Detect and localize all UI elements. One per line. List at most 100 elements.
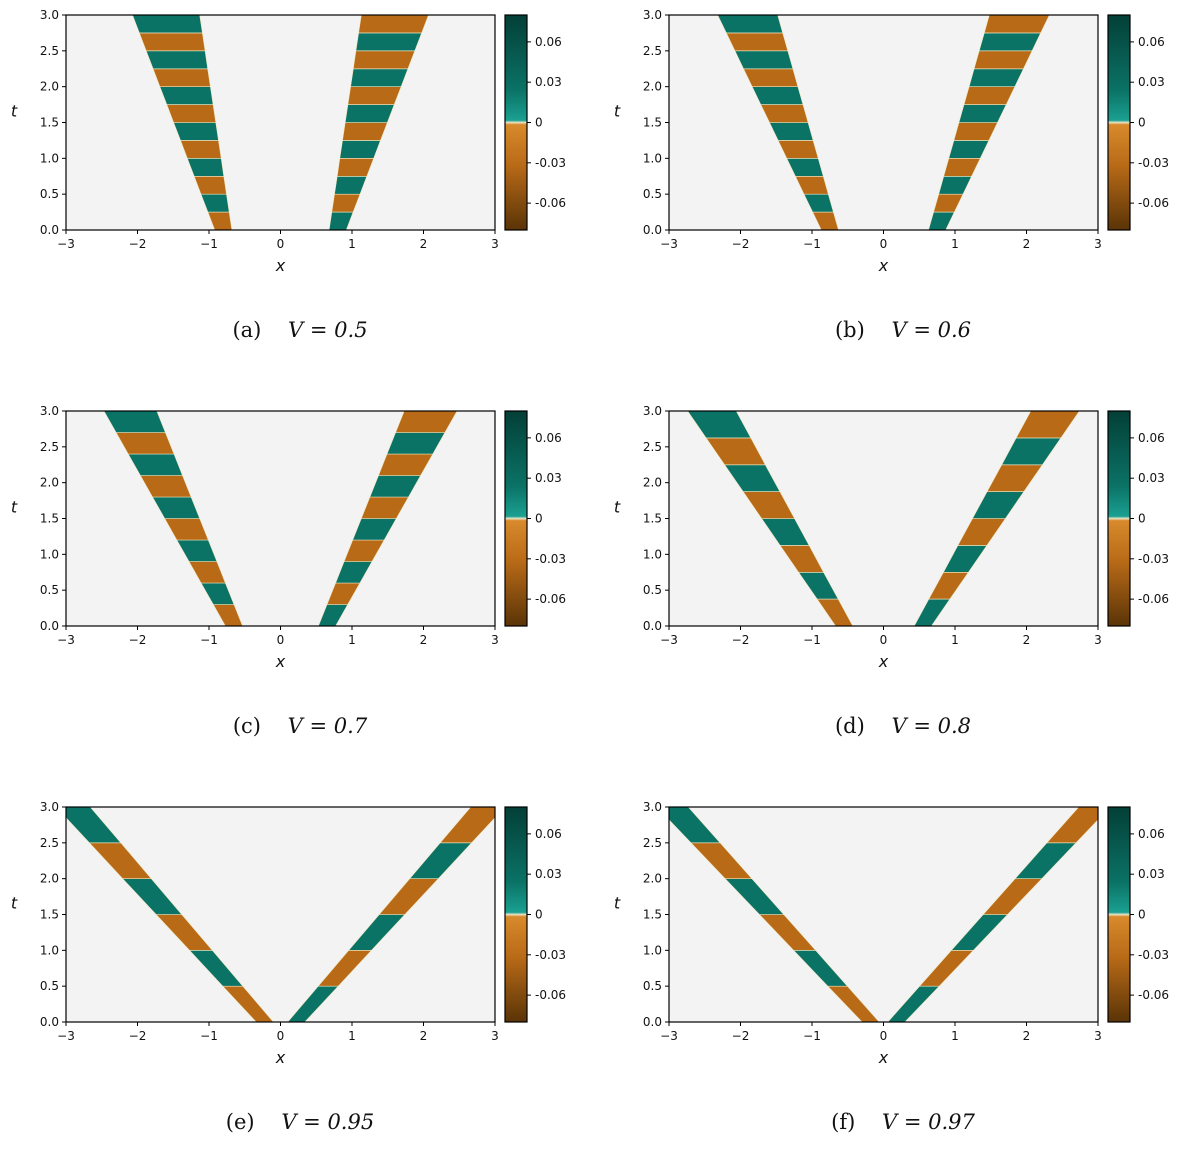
right-branch-stripe bbox=[1046, 807, 1098, 844]
x-axis-label: x bbox=[878, 1048, 889, 1067]
colorbar-tick-label: -0.06 bbox=[1138, 196, 1169, 210]
wave-field bbox=[132, 15, 429, 230]
y-tick-label: 1.5 bbox=[643, 116, 662, 130]
right-branch-stripe bbox=[344, 104, 395, 123]
x-tick-label: −3 bbox=[57, 633, 75, 647]
colorbar bbox=[1107, 806, 1131, 1023]
right-branch-stripe bbox=[395, 411, 458, 433]
y-tick-label: 2.0 bbox=[643, 80, 662, 94]
colorbar-tick-label: -0.06 bbox=[535, 988, 566, 1002]
heatmap-plot-d: −3 −2 −1 0 1 2 3 0.0 0.5 1.0 1.5 2.0 2.5 3.0 x t 0.06 0.0… bbox=[614, 404, 1169, 671]
caption-c: (c) V = 0.7 bbox=[0, 714, 600, 738]
colorbar-tick-label: -0.03 bbox=[1138, 156, 1169, 170]
left-branch-stripe bbox=[145, 50, 209, 70]
colorbar-tick-label: -0.06 bbox=[1138, 592, 1169, 606]
plot-background bbox=[66, 807, 495, 1022]
x-tick-label: 1 bbox=[348, 633, 356, 647]
y-tick-label: 1.0 bbox=[40, 547, 59, 561]
colorbar bbox=[504, 14, 528, 231]
heatmap-plot-e: −3 −2 −1 0 1 2 3 0.0 0.5 1.0 1.5 2.0 2.5 3.0 x t 0.06 0.0… bbox=[11, 800, 566, 1067]
left-branch-stripe bbox=[132, 15, 203, 34]
y-tick-label: 2.5 bbox=[643, 44, 662, 58]
left-branch-stripe bbox=[751, 86, 804, 105]
x-tick-label: 1 bbox=[348, 237, 356, 251]
x-tick-label: −3 bbox=[660, 1029, 678, 1043]
colorbar-tick-label: -0.03 bbox=[1138, 948, 1169, 962]
caption-label-b: (b) bbox=[834, 318, 865, 342]
heatmap-plot-c: −3 −2 −1 0 1 2 3 0.0 0.5 1.0 1.5 2.0 2.5 3.0 x t 0.06 0.0… bbox=[11, 404, 566, 671]
y-tick-label: 1.5 bbox=[40, 908, 59, 922]
x-tick-label: 3 bbox=[1094, 237, 1102, 251]
x-tick-label: −2 bbox=[129, 237, 147, 251]
x-axis-label: x bbox=[878, 652, 889, 671]
y-tick-label: 2.5 bbox=[40, 44, 59, 58]
colorbar-tick-label: 0.06 bbox=[1138, 431, 1165, 445]
y-tick-label: 1.0 bbox=[40, 151, 59, 165]
x-tick-label: −1 bbox=[803, 237, 821, 251]
left-branch-stripe bbox=[159, 86, 214, 105]
y-tick-label: 2.0 bbox=[40, 80, 59, 94]
left-branch-stripe bbox=[687, 411, 752, 439]
colorbar-tick-label: 0 bbox=[1138, 908, 1146, 922]
left-branch-stripe bbox=[152, 68, 211, 87]
right-branch-stripe bbox=[983, 15, 1050, 34]
x-tick-label: −2 bbox=[129, 1029, 147, 1043]
y-tick-label: 0.5 bbox=[643, 187, 662, 201]
colorbar-tick-label: 0.03 bbox=[1138, 867, 1165, 881]
x-tick-label: 0 bbox=[277, 1029, 285, 1043]
x-tick-label: 0 bbox=[277, 633, 285, 647]
colorbar bbox=[1107, 410, 1131, 627]
colorbar-tick-label: 0 bbox=[1138, 116, 1146, 130]
colorbar-tick-label: 0.06 bbox=[535, 35, 562, 49]
y-axis-label: t bbox=[614, 102, 621, 121]
y-axis-label: t bbox=[11, 498, 18, 517]
y-tick-label: 1.0 bbox=[643, 943, 662, 957]
y-axis-label: t bbox=[614, 498, 621, 517]
x-tick-label: 2 bbox=[1023, 633, 1031, 647]
x-tick-label: 0 bbox=[880, 1029, 888, 1043]
colorbar-tick-label: 0.06 bbox=[535, 431, 562, 445]
y-tick-label: 3.0 bbox=[643, 404, 662, 418]
x-tick-label: 1 bbox=[951, 1029, 959, 1043]
heatmap-plot-a: −3 −2 −1 0 1 2 3 0.0 0.5 1.0 1.5 2.0 2.5 3.0 x t 0.06 0.0… bbox=[11, 8, 566, 275]
x-tick-label: 0 bbox=[880, 237, 888, 251]
colorbar-tick-label: 0.06 bbox=[1138, 35, 1165, 49]
x-axis-label: x bbox=[275, 652, 286, 671]
right-branch-stripe bbox=[1015, 411, 1080, 439]
caption-d: (d) V = 0.8 bbox=[603, 714, 1203, 738]
x-tick-label: −2 bbox=[129, 633, 147, 647]
heatmap-plot-b: −3 −2 −1 0 1 2 3 0.0 0.5 1.0 1.5 2.0 2.5 3.0 x t 0.06 0.0… bbox=[614, 8, 1169, 275]
colorbar-tick-label: 0.03 bbox=[535, 471, 562, 485]
x-tick-label: 2 bbox=[420, 237, 428, 251]
y-axis-label: t bbox=[11, 894, 18, 913]
y-tick-label: 1.5 bbox=[40, 116, 59, 130]
panel-b: −3 −2 −1 0 1 2 3 0.0 0.5 1.0 1.5 2.0 2.5 3.0 x t 0.06 0.0… bbox=[603, 0, 1203, 381]
right-branch-stripe bbox=[958, 104, 1007, 123]
y-tick-label: 1.5 bbox=[643, 908, 662, 922]
left-branch-stripe bbox=[166, 104, 217, 123]
y-tick-label: 0.0 bbox=[40, 1015, 59, 1029]
y-tick-label: 1.0 bbox=[643, 151, 662, 165]
colorbar bbox=[1107, 14, 1131, 231]
y-tick-label: 3.0 bbox=[40, 800, 59, 814]
caption-eq-b: V = 0.6 bbox=[891, 318, 972, 342]
x-tick-label: 2 bbox=[1023, 1029, 1031, 1043]
left-branch-stripe bbox=[734, 50, 794, 70]
x-tick-label: −3 bbox=[660, 633, 678, 647]
y-tick-label: 1.0 bbox=[643, 547, 662, 561]
left-branch-stripe bbox=[760, 104, 809, 123]
colorbar-tick-label: 0.06 bbox=[535, 827, 562, 841]
y-tick-label: 2.0 bbox=[40, 476, 59, 490]
left-branch-stripe bbox=[717, 15, 784, 34]
right-branch-stripe bbox=[973, 50, 1033, 70]
caption-eq-c: V = 0.7 bbox=[287, 714, 368, 738]
y-tick-label: 2.0 bbox=[40, 872, 59, 886]
y-tick-label: 2.5 bbox=[40, 440, 59, 454]
y-tick-label: 3.0 bbox=[643, 8, 662, 22]
left-branch-stripe bbox=[103, 411, 166, 433]
panel-f: −3 −2 −1 0 1 2 3 0.0 0.5 1.0 1.5 2.0 2.5 3.0 x t 0.06 0.0… bbox=[603, 792, 1203, 1173]
colorbar bbox=[504, 410, 528, 627]
y-tick-label: 0.0 bbox=[643, 619, 662, 633]
right-branch-stripe bbox=[439, 807, 495, 844]
colorbar bbox=[504, 806, 528, 1023]
